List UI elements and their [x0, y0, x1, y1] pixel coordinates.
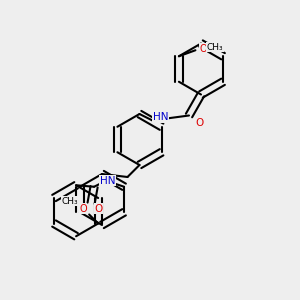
Text: O: O: [195, 118, 204, 128]
Text: O: O: [94, 204, 103, 214]
Text: CH₃: CH₃: [61, 196, 78, 206]
Text: O: O: [199, 44, 207, 54]
Text: O: O: [80, 203, 87, 214]
Text: HN: HN: [153, 112, 168, 122]
Text: CH₃: CH₃: [207, 43, 223, 52]
Text: HN: HN: [100, 176, 115, 186]
